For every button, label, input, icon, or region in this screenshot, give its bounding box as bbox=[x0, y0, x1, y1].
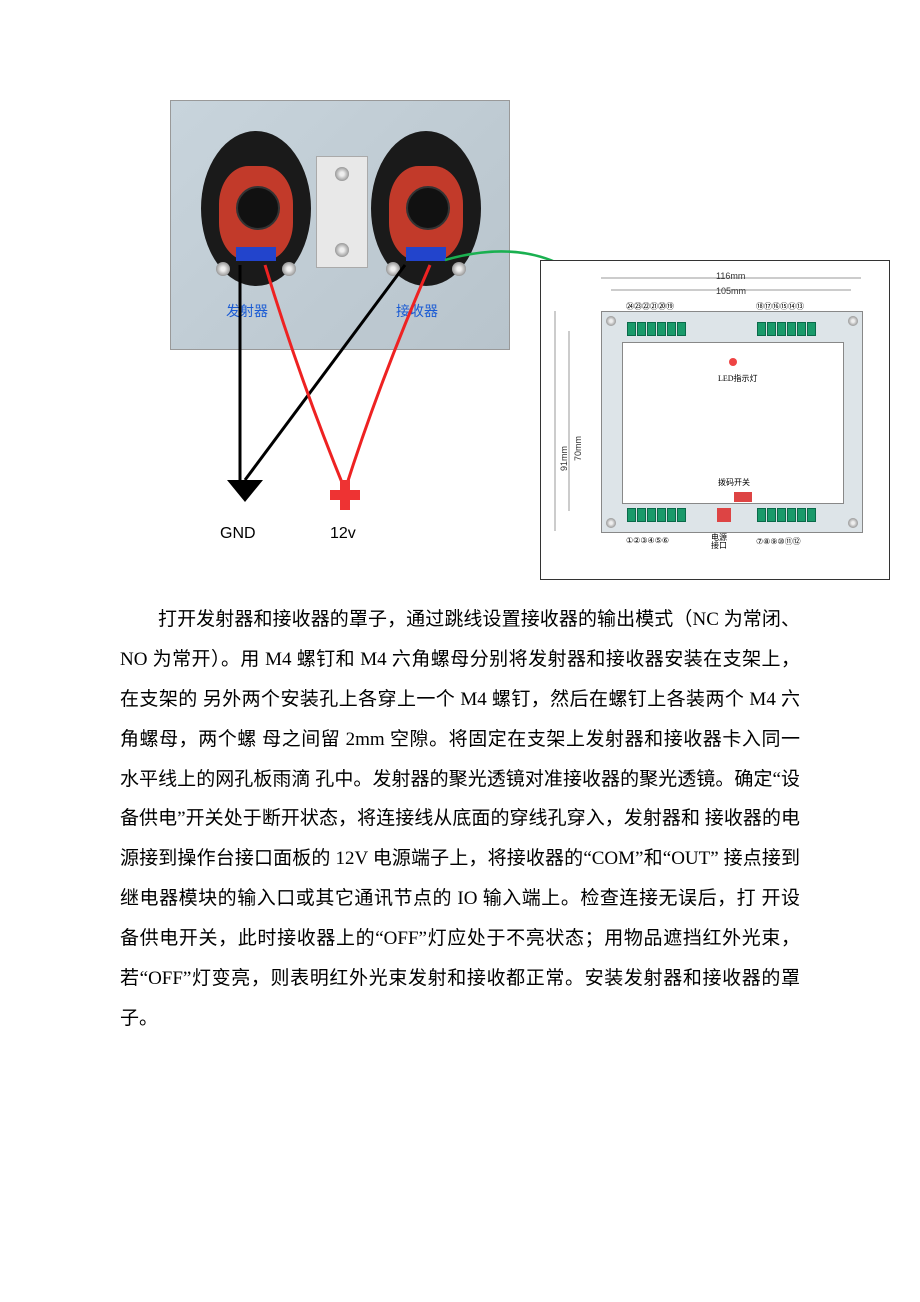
pins-bottom-right: ⑦⑧⑨⑩⑪⑫ bbox=[756, 536, 801, 547]
transmitter-label: 发射器 bbox=[226, 301, 268, 321]
terminal-top-left bbox=[627, 322, 686, 336]
wiring-figure: 发射器 接收器 GND 12v 116mm 105mm bbox=[170, 100, 890, 580]
terminal-top-right bbox=[757, 322, 816, 336]
sensor-photo: 发射器 接收器 bbox=[170, 100, 510, 350]
gnd-symbol-icon bbox=[225, 480, 265, 515]
pins-top-left: ㉔㉓㉒㉑⑳⑲ bbox=[626, 301, 674, 312]
board-inner-area: LED指示灯 拨码开关 bbox=[622, 342, 844, 504]
switch-label: 拨码开关 bbox=[718, 477, 750, 488]
transmitter-sensor bbox=[201, 131, 311, 286]
receiver-sensor bbox=[371, 131, 481, 286]
pins-top-right: ⑱⑰⑯⑮⑭⑬ bbox=[756, 301, 804, 312]
led-indicator bbox=[729, 358, 737, 366]
pins-bottom-left: ①②③④⑤⑥ bbox=[626, 536, 669, 545]
v12-label: 12v bbox=[330, 525, 356, 543]
gnd-label: GND bbox=[220, 525, 256, 543]
instruction-text: 打开发射器和接收器的罩子，通过跳线设置接收器的输出模式（NC 为常闭、NO 为常… bbox=[120, 600, 800, 1039]
power-label: 电源 接口 bbox=[711, 534, 727, 550]
terminal-bottom-left bbox=[627, 508, 686, 522]
terminal-bottom-right bbox=[757, 508, 816, 522]
dip-switch bbox=[734, 492, 752, 502]
board-pcb: LED指示灯 拨码开关 bbox=[601, 311, 863, 533]
receiver-label: 接收器 bbox=[396, 301, 438, 321]
plus-symbol-icon bbox=[330, 480, 360, 510]
relay-board-diagram: 116mm 105mm 91mm 70mm bbox=[540, 260, 890, 580]
mounting-bracket bbox=[316, 156, 368, 268]
paragraph-1: 打开发射器和接收器的罩子，通过跳线设置接收器的输出模式（NC 为常闭、NO 为常… bbox=[120, 600, 800, 1039]
power-terminal bbox=[717, 508, 731, 522]
led-label: LED指示灯 bbox=[718, 373, 758, 384]
document-page: 发射器 接收器 GND 12v 116mm 105mm bbox=[0, 0, 920, 1099]
